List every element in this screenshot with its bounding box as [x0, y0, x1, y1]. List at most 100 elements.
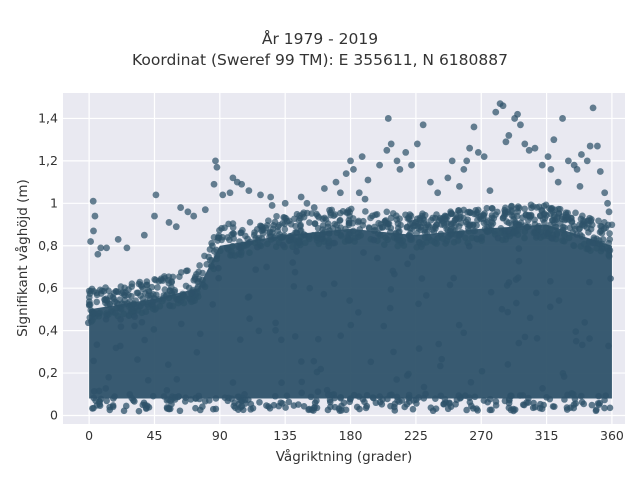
data-point: [138, 318, 146, 326]
data-point: [342, 225, 349, 233]
y-tick-label: 1,2: [38, 153, 58, 168]
y-tick-label: 0: [50, 408, 58, 423]
data-point: [441, 215, 449, 223]
data-point: [347, 157, 354, 165]
data-point: [310, 357, 318, 365]
data-points: [84, 100, 616, 415]
data-point: [393, 212, 400, 219]
data-point: [131, 313, 138, 320]
data-point: [561, 231, 568, 239]
data-point: [446, 281, 454, 289]
data-point: [520, 401, 528, 409]
data-point: [208, 262, 215, 270]
data-point: [330, 280, 338, 287]
data-point: [494, 208, 501, 216]
data-point: [338, 402, 345, 410]
data-point: [333, 229, 341, 237]
data-point: [568, 215, 575, 222]
data-point: [90, 387, 98, 395]
data-point: [419, 121, 427, 129]
data-point: [469, 405, 477, 412]
data-point: [255, 327, 263, 335]
data-point: [201, 206, 209, 214]
data-point: [541, 210, 548, 217]
data-point: [389, 267, 397, 275]
data-point: [314, 335, 322, 343]
data-point: [427, 178, 434, 186]
data-point: [448, 210, 455, 218]
data-point: [470, 123, 478, 131]
data-point: [415, 345, 423, 352]
data-point: [586, 335, 593, 342]
data-point: [449, 219, 457, 227]
data-point: [382, 234, 389, 241]
data-point: [548, 235, 556, 242]
data-point: [421, 216, 428, 224]
data-point: [529, 404, 537, 412]
x-tick-label: 45: [147, 428, 163, 443]
data-point: [371, 223, 378, 231]
data-point: [532, 289, 540, 297]
data-point: [601, 396, 608, 404]
data-point: [604, 199, 611, 207]
data-point: [87, 238, 94, 245]
data-point: [306, 219, 313, 226]
data-point: [499, 102, 507, 110]
data-point: [141, 336, 148, 344]
data-point: [224, 234, 231, 241]
data-point: [363, 391, 371, 399]
data-point: [471, 227, 479, 235]
data-point: [405, 391, 413, 399]
data-point: [455, 321, 463, 329]
data-point: [332, 178, 340, 186]
data-point: [580, 400, 588, 408]
data-point: [461, 392, 469, 399]
data-point: [90, 394, 98, 402]
data-point: [336, 216, 344, 224]
data-point: [513, 299, 520, 307]
data-point: [186, 295, 194, 303]
data-point: [487, 288, 495, 296]
data-point: [503, 218, 511, 225]
data-point: [165, 277, 172, 284]
data-point: [271, 218, 279, 226]
data-point: [408, 161, 415, 169]
data-point: [502, 210, 510, 218]
data-point: [331, 239, 338, 247]
data-point: [460, 329, 468, 337]
data-point: [542, 224, 550, 232]
data-point: [164, 361, 172, 368]
data-point: [539, 384, 546, 392]
data-point: [354, 218, 362, 226]
data-point: [488, 222, 495, 229]
data-point: [580, 240, 588, 248]
data-point: [588, 401, 596, 409]
data-point: [488, 204, 496, 212]
data-point: [469, 221, 477, 229]
data-point: [118, 289, 126, 297]
data-point: [422, 390, 429, 398]
data-point: [94, 250, 102, 258]
data-point: [95, 387, 103, 395]
data-point: [311, 403, 318, 411]
data-point: [327, 209, 334, 216]
data-point: [298, 358, 305, 365]
data-point: [465, 227, 473, 235]
data-point: [135, 407, 143, 415]
data-point: [521, 140, 529, 148]
data-point: [471, 393, 479, 401]
data-point: [236, 336, 244, 343]
data-point: [573, 165, 581, 173]
data-point: [280, 231, 288, 239]
data-point: [503, 282, 511, 289]
data-point: [559, 237, 566, 244]
data-point: [217, 247, 224, 255]
data-point: [193, 270, 200, 278]
data-point: [196, 330, 204, 338]
data-point: [453, 396, 461, 404]
tick-labels: 0 45 90 135 180 225 270 315 360 0 0,2 0,4 0,6 0,8 1 1,2…: [38, 110, 624, 443]
data-point: [238, 397, 246, 405]
data-point: [387, 286, 395, 293]
data-point: [383, 146, 391, 154]
data-point: [596, 168, 604, 175]
